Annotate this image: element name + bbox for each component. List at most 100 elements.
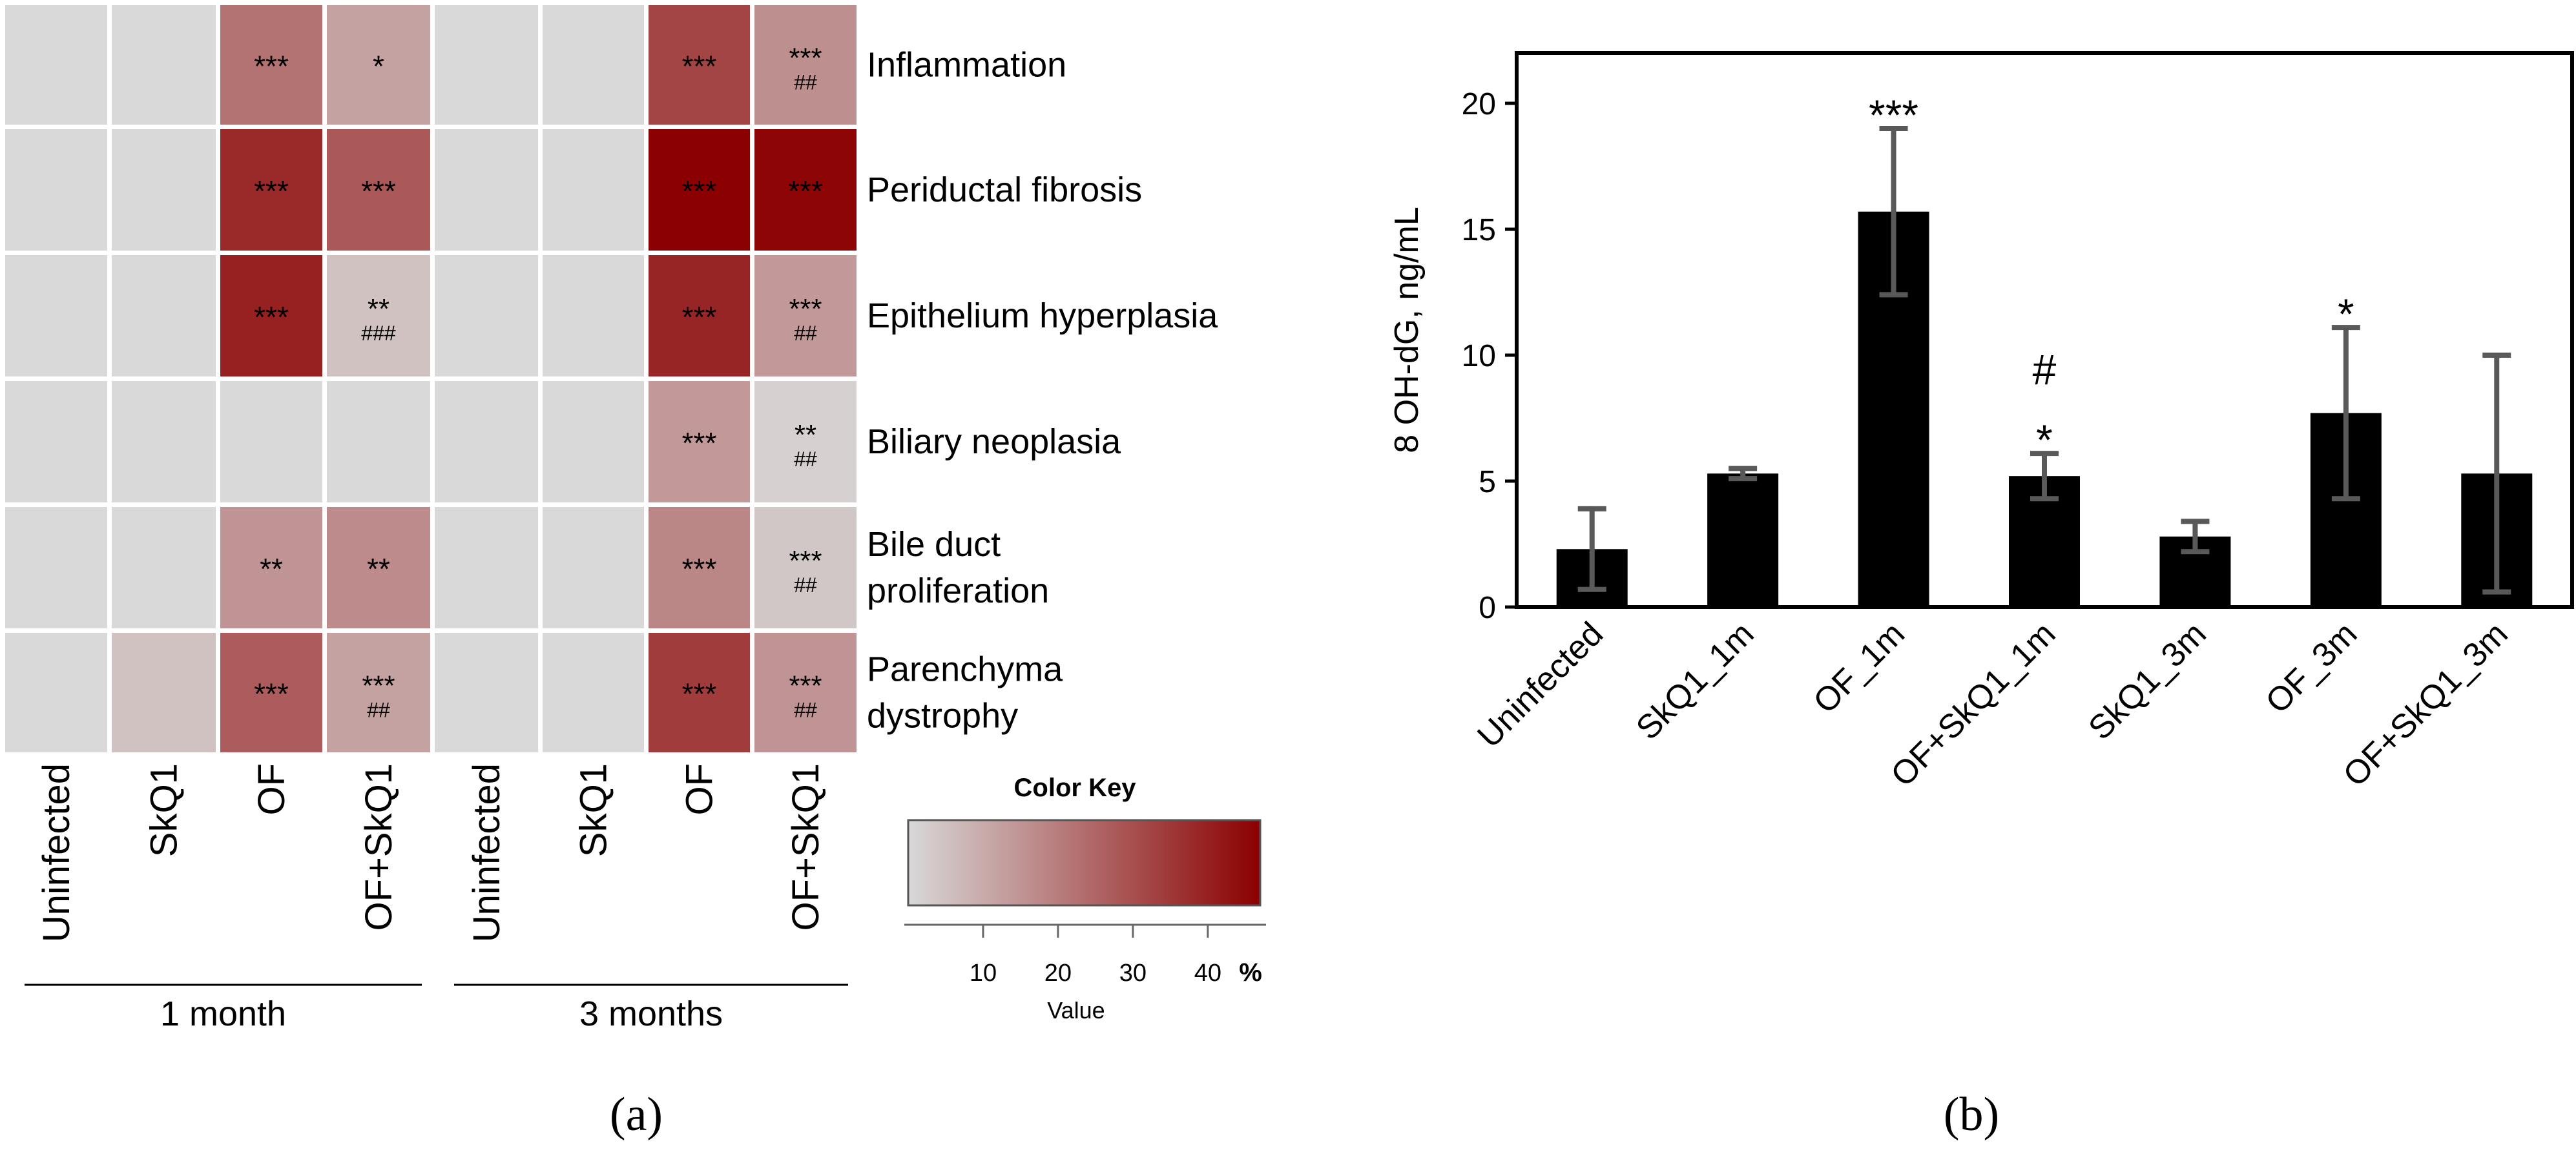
row-label: Bile duct [867,525,1001,564]
heatmap-cell [754,381,857,502]
heatmap-cell [112,633,216,752]
heatmap-cell [435,381,538,502]
heatmap-cell [543,633,644,752]
significance-mark: *** [682,426,717,460]
heatmap-cell [649,129,750,251]
heatmap-cell [754,633,857,752]
significance-mark: *** [789,43,822,74]
row-label: Inflammation [867,46,1066,85]
significance-mark-secondary: ## [794,699,817,722]
heatmap-cell [5,381,107,502]
y-tick-label: 0 [1479,591,1496,625]
significance-mark: *** [361,174,396,208]
significance-mark-secondary: ## [794,322,817,345]
heatmap-cell [5,255,107,376]
heatmap-cell [435,507,538,628]
significance-mark: *** [254,300,289,334]
heatmap-group-brackets: 1 month 3 months [25,984,848,1033]
x-tick-label: SkQ1_1m [1629,615,1761,747]
y-axis-ticks: 0 5 10 15 20 [1462,87,1517,625]
color-key-tick-label: 40 [1194,960,1221,987]
heatmap-cell [649,507,750,628]
color-key-tick-label: 30 [1119,960,1147,987]
heatmap-cell [543,5,644,125]
significance-mark: * [373,50,384,83]
heatmap-cell [5,5,107,125]
heatmap-row-labels: Inflammation Periductal fibrosis Epitheliu… [867,46,1218,736]
significance-mark: *** [682,677,717,711]
significance-mark: *** [254,50,289,83]
heatmap-cell [649,381,750,502]
heatmap-annotations: *** * *** ***##*** *** *** ****** **### *** ***##… [254,43,823,722]
color-key-unit: % [1239,958,1262,987]
heatmap-cell [754,255,857,376]
panel-a-heatmap: *** * *** ***##*** *** *** ****** **### *** ***##… [5,5,1266,1141]
error-bars [1577,126,2511,595]
significance-mark-secondary: ## [794,573,817,597]
significance-mark: *** [682,50,717,83]
heatmap-cell [754,507,857,628]
bar-annotations: ****#* [1869,91,2354,464]
significance-mark: *** [682,552,717,586]
group-label: 3 months [579,994,723,1033]
heatmap-cell [112,129,216,251]
group-label: 1 month [160,994,286,1033]
significance-mark: *** [789,293,822,325]
heatmap-cell [220,507,322,628]
significance-mark: *** [682,174,717,208]
heatmap-cell [327,381,430,502]
heatmap-cell [220,381,322,502]
color-key: Color Key 10 20 30 40 % Value [904,774,1266,1024]
heatmap-cell [543,507,644,628]
heatmap-cell [112,255,216,376]
color-key-gradient [907,819,1262,907]
significance-mark: ** [368,293,390,325]
column-label: Uninfected [36,763,78,942]
y-tick-label: 20 [1462,87,1496,121]
heatmap-cell [112,507,216,628]
heatmap-cell [112,5,216,125]
heatmap-cell [754,129,857,251]
y-axis-label: 8 OH-dG, ng/mL [1388,207,1426,453]
column-label: SkQ1 [573,763,615,857]
heatmap-cell [220,5,322,125]
x-tick-label: OF_3m [2259,615,2365,721]
heatmap-cell [543,381,644,502]
significance-mark-secondary: ## [794,448,817,471]
row-label: dystrophy [867,697,1018,736]
column-label: SkQ1 [143,763,185,857]
heatmap-cell [5,507,107,628]
significance-mark: *** [254,677,289,711]
heatmap-cell [435,255,538,376]
color-key-title: Color Key [1014,774,1137,802]
bars [1556,211,2533,607]
column-label: Uninfected [466,763,508,942]
heatmap-cell [435,633,538,752]
significance-mark: ** [260,552,283,586]
bar-annotation: *** [1869,91,1918,139]
significance-mark-secondary: ## [794,71,817,94]
bar-annotation: # [2033,345,2057,393]
heatmap-cell [5,129,107,251]
significance-mark: *** [789,545,822,577]
x-tick-label: OF_1m [1806,615,1912,721]
heatmap-cell [543,255,644,376]
row-label: proliferation [867,572,1049,610]
color-key-tick-label: 10 [970,960,997,987]
heatmap-cell [327,633,430,752]
heatmap-cell [112,381,216,502]
significance-mark: *** [789,670,822,702]
heatmap-cell [220,129,322,251]
column-label: OF+SkQ1 [785,763,827,931]
column-label: OF [251,763,293,816]
y-tick-label: 15 [1462,213,1496,247]
row-label: Periductal fibrosis [867,170,1142,209]
heatmap-cell [754,5,857,125]
significance-mark-secondary: ### [361,322,396,345]
row-label: Parenchyma [867,650,1063,689]
heatmap-cell [5,633,107,752]
heatmap-cell [435,5,538,125]
heatmap-cell [327,5,430,125]
